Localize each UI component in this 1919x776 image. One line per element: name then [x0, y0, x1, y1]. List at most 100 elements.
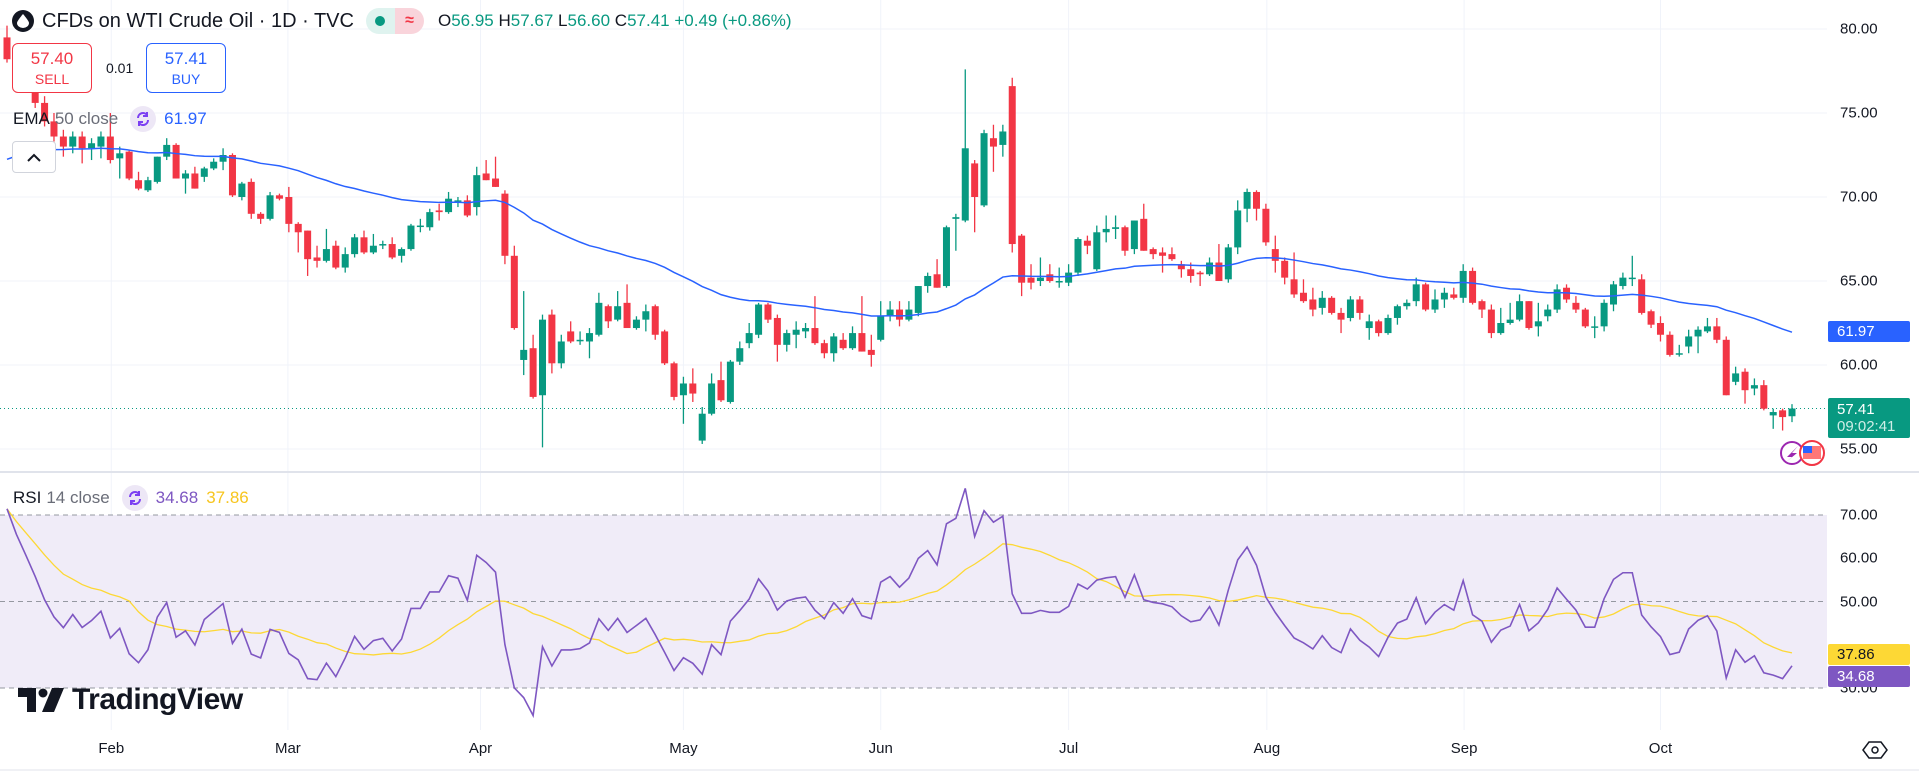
- candle-body: [266, 195, 274, 219]
- candle-body: [210, 161, 218, 169]
- candle-body: [163, 144, 171, 157]
- candle-body: [59, 136, 67, 147]
- candle-body: [802, 328, 810, 332]
- candle-body: [379, 244, 387, 246]
- candle-body: [689, 383, 697, 394]
- candle-body: [989, 138, 997, 147]
- candle: [228, 153, 236, 197]
- candle-body: [332, 245, 340, 268]
- candle: [651, 304, 659, 340]
- buy-button[interactable]: 57.41 BUY: [146, 43, 226, 93]
- sell-button[interactable]: 57.40 SELL: [12, 43, 92, 93]
- candle: [736, 341, 744, 365]
- candle: [896, 301, 903, 327]
- candle: [539, 314, 546, 448]
- candle: [144, 176, 152, 192]
- candle: [755, 302, 763, 339]
- candle-body: [31, 87, 39, 103]
- candle-body: [200, 168, 208, 177]
- sell-price: 57.40: [30, 49, 74, 68]
- rsi-ma-line: [6, 508, 1793, 656]
- candle-body: [1610, 284, 1617, 305]
- candle-body: [585, 333, 593, 342]
- candle: [1431, 289, 1439, 313]
- candle-body: [726, 361, 734, 402]
- rsi-tick-label: 70.00: [1840, 506, 1878, 524]
- candle: [1581, 307, 1589, 329]
- candle: [304, 230, 312, 276]
- candle-body: [905, 309, 913, 320]
- candle: [604, 304, 612, 329]
- candle-body: [1666, 334, 1674, 355]
- candle: [416, 218, 424, 233]
- candle-body: [1290, 279, 1298, 295]
- separator: ·: [302, 9, 309, 32]
- candle: [116, 146, 124, 179]
- candle: [1563, 284, 1571, 303]
- candle-body: [632, 319, 640, 329]
- candle: [210, 158, 218, 171]
- candle: [1393, 304, 1401, 325]
- candle-body: [1393, 306, 1401, 318]
- candle: [97, 131, 105, 159]
- cycle-icon[interactable]: [121, 485, 148, 511]
- candle-body: [1083, 240, 1091, 246]
- candle: [1112, 215, 1120, 239]
- candle-body: [416, 225, 424, 228]
- market-status-badge[interactable]: ≈: [365, 8, 424, 34]
- candle: [238, 181, 246, 201]
- candle-body: [313, 257, 321, 261]
- candle: [1346, 296, 1354, 322]
- candles: [3, 25, 1796, 448]
- candle: [1703, 317, 1711, 334]
- candle: [1497, 307, 1505, 335]
- candle-body: [1055, 281, 1063, 283]
- events-icons[interactable]: [1780, 440, 1825, 466]
- tradingview-logo[interactable]: TradingView: [18, 683, 243, 717]
- candle-body: [1694, 329, 1702, 337]
- candle-body: [679, 383, 687, 396]
- candle: [200, 166, 208, 182]
- settings-eye-icon[interactable]: [1862, 741, 1888, 759]
- candle: [1130, 220, 1138, 255]
- candle-body: [1450, 294, 1458, 298]
- candle-body: [1779, 410, 1787, 418]
- candle: [1553, 284, 1561, 313]
- candle: [1083, 235, 1091, 255]
- interval[interactable]: 1D: [270, 9, 297, 32]
- candle: [820, 339, 828, 359]
- candle-body: [1638, 279, 1646, 313]
- cycle-icon[interactable]: [130, 106, 157, 132]
- candle: [1159, 247, 1167, 273]
- candle: [1619, 272, 1627, 290]
- candle-body: [1224, 247, 1232, 280]
- collapse-legend-button[interactable]: [12, 141, 56, 173]
- candle: [830, 333, 838, 362]
- candle-body: [1469, 270, 1477, 303]
- candle: [989, 124, 997, 172]
- rsi-legend[interactable]: RSI 14 close 34.68 37.86: [13, 485, 249, 511]
- candle-body: [1093, 232, 1101, 270]
- ema-price-tag: 61.97: [1828, 321, 1910, 343]
- candle: [247, 178, 255, 219]
- candle: [1741, 368, 1749, 404]
- symbol-title[interactable]: CFDs on WTI Crude Oil · 1D · TVC: [42, 10, 354, 33]
- candle-body: [398, 249, 406, 256]
- month-label: Jun: [868, 740, 893, 757]
- candle: [933, 259, 941, 288]
- candle-body: [670, 363, 678, 397]
- candle: [971, 160, 979, 233]
- candle: [1281, 257, 1289, 285]
- candle-body: [1619, 277, 1627, 287]
- candle-body: [1196, 272, 1204, 275]
- candle: [839, 333, 847, 350]
- candle: [529, 334, 537, 399]
- ema-legend[interactable]: EMA 50 close 61.97: [13, 106, 207, 132]
- candle: [1074, 237, 1082, 276]
- rsi-tick-label: 60.00: [1840, 549, 1878, 567]
- low-value: 56.60: [567, 11, 611, 30]
- candle-body: [886, 309, 894, 317]
- candle-body: [369, 245, 377, 253]
- candle-body: [1713, 326, 1721, 340]
